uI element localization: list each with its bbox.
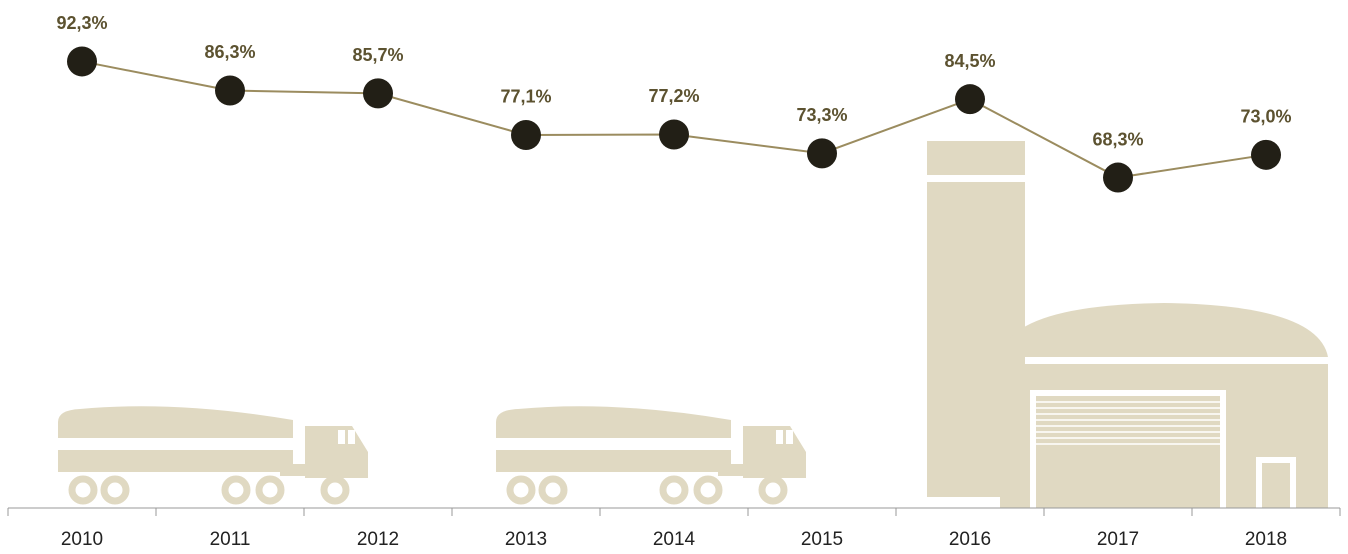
data-label: 77,2% — [648, 86, 699, 106]
data-label: 92,3% — [56, 13, 107, 33]
x-tick-label: 2016 — [949, 529, 991, 550]
x-tick-label: 2018 — [1245, 529, 1287, 550]
data-label: 73,0% — [1240, 107, 1291, 127]
x-tick-label: 2010 — [61, 529, 103, 550]
data-label: 73,3% — [796, 105, 847, 125]
data-label: 77,1% — [500, 87, 551, 107]
data-label: 68,3% — [1092, 129, 1143, 149]
marker — [511, 119, 541, 150]
marker — [807, 138, 837, 169]
marker — [1251, 139, 1281, 170]
marker — [659, 119, 689, 150]
data-label: 85,7% — [352, 45, 403, 65]
x-tick-label: 2014 — [653, 529, 696, 550]
illustration — [58, 141, 1328, 508]
x-tick-label: 2015 — [801, 529, 843, 550]
marker — [215, 75, 245, 106]
warehouse — [1000, 303, 1328, 508]
data-label: 86,3% — [204, 42, 255, 62]
marker — [955, 84, 985, 115]
x-tick-label: 2013 — [505, 529, 547, 550]
marker — [363, 78, 393, 109]
data-label: 84,5% — [944, 51, 995, 71]
x-tick-label: 2012 — [357, 529, 399, 550]
marker — [67, 46, 97, 77]
x-tick-label: 2011 — [210, 529, 251, 550]
marker — [1103, 162, 1133, 193]
x-tick-label: 2017 — [1097, 529, 1139, 550]
truck — [496, 406, 806, 505]
truck — [58, 406, 368, 505]
